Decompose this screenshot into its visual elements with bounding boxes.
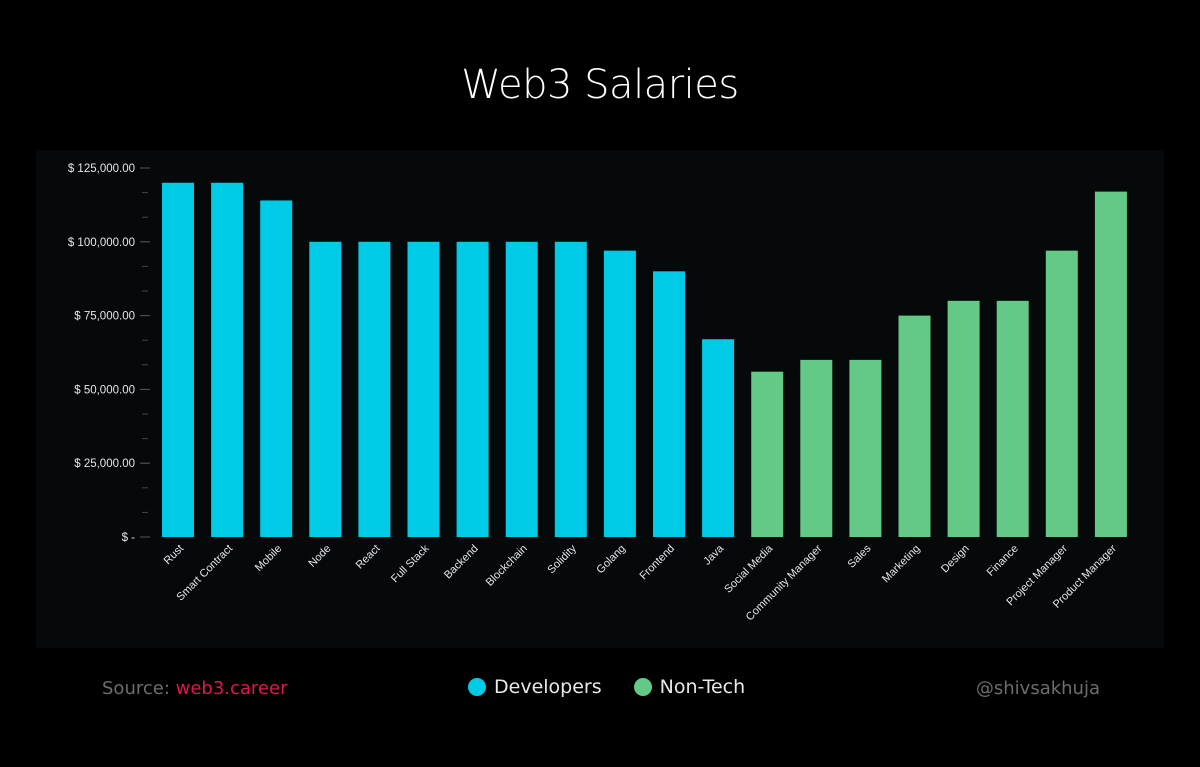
x-tick-label: Finance	[985, 543, 1021, 579]
x-tick-label: Frontend	[638, 543, 678, 583]
author-handle: @shivsakhuja	[975, 678, 1100, 699]
bar-smart-contract	[211, 182, 244, 537]
bar-full-stack	[407, 241, 440, 538]
bar-backend	[456, 241, 489, 538]
bar-sales	[849, 359, 882, 537]
bar-solidity	[554, 241, 587, 538]
legend-item-non-tech: Non-Tech	[633, 676, 746, 698]
bar-blockchain	[505, 241, 538, 538]
source-label: Source:	[102, 678, 176, 699]
legend-swatch-developers	[468, 678, 486, 696]
bar-react	[358, 241, 391, 538]
x-tick-label: Social Media	[722, 542, 776, 596]
y-tick-label: $ 75,000.00	[74, 311, 135, 323]
bar-java	[702, 339, 735, 537]
x-tick-label: Node	[306, 543, 333, 570]
legend-label: Developers	[494, 676, 602, 698]
x-tick-label: Blockchain	[484, 543, 530, 589]
x-tick-label: Design	[939, 543, 972, 576]
y-tick-label: $ 125,000.00	[68, 163, 135, 175]
bar-product-manager	[1094, 191, 1127, 537]
bar-finance	[996, 300, 1029, 537]
bar-marketing	[898, 315, 931, 537]
source-link[interactable]: web3.career	[175, 678, 288, 699]
x-tick-label: Backend	[442, 543, 481, 582]
x-tick-label: Java	[701, 542, 727, 568]
y-tick-label: $ 50,000.00	[74, 384, 135, 396]
source-note: Source: web3.career	[102, 678, 288, 699]
x-tick-label: Marketing	[880, 543, 923, 586]
bar-mobile	[260, 200, 293, 538]
legend-item-developers: Developers	[468, 676, 602, 698]
legend-swatch-non-tech	[633, 678, 652, 696]
chart-title: Web3 Salaries	[461, 62, 739, 108]
bar-community-manager	[800, 359, 833, 537]
y-tick-label: $ -	[122, 532, 136, 544]
x-tick-label: Golang	[594, 543, 628, 577]
legend-label: Non-Tech	[659, 676, 746, 698]
x-tick-label: Sales	[846, 542, 874, 570]
x-tick-label: React	[354, 543, 383, 572]
bar-node	[309, 241, 342, 538]
x-tick-label: Rust	[162, 543, 186, 567]
bar-frontend	[653, 271, 685, 537]
bar-rust	[162, 182, 194, 537]
x-tick-label: Full Stack	[389, 542, 432, 585]
bar-social-media	[751, 371, 784, 537]
y-tick-label: $ 100,000.00	[68, 237, 135, 249]
y-tick-label: $ 25,000.00	[74, 458, 135, 470]
bar-design	[947, 300, 980, 537]
legend: Developers Non-Tech	[468, 676, 745, 698]
bar-project-manager	[1045, 250, 1078, 537]
x-tick-label: Solidity	[545, 542, 579, 576]
bar-golang	[603, 250, 636, 537]
x-tick-label: Mobile	[253, 543, 284, 574]
